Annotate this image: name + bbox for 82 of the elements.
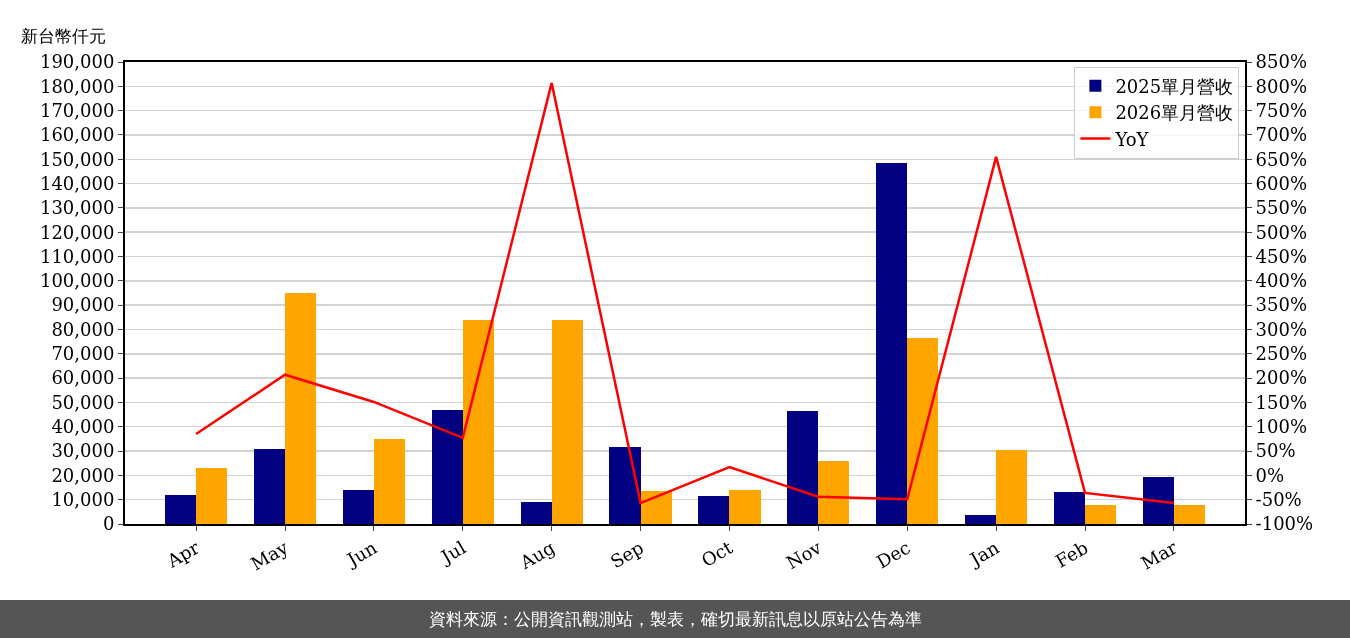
- y2-tick-label: 250%: [1255, 343, 1308, 365]
- y-tick-label: 120,000: [39, 221, 115, 243]
- y2-tick-label: 100%: [1255, 416, 1308, 438]
- bar: [876, 162, 908, 524]
- legend-label: 2026單月營收: [1115, 102, 1234, 124]
- bar: [551, 319, 583, 524]
- y-tick-label: 30,000: [51, 440, 115, 462]
- source-note: 資料來源：公開資訊觀測站，製表，確切最新訊息以原站公告為準: [0, 600, 1350, 638]
- bar: [373, 438, 405, 524]
- line-series: [194, 81, 1176, 505]
- y-tick-label: 80,000: [51, 318, 115, 340]
- bar: [640, 491, 672, 524]
- x-tick-label: Nov: [782, 536, 826, 574]
- y-tick-label: 40,000: [51, 416, 115, 438]
- bar: [285, 293, 317, 524]
- y-axis-title: 新台幣仟元: [21, 26, 106, 46]
- y2-tick-label: 0%: [1255, 464, 1285, 486]
- bar: [520, 502, 552, 524]
- y2-tick-label: 800%: [1255, 75, 1308, 97]
- y2-tick-label: 500%: [1255, 221, 1308, 243]
- y-tick-label: 0: [102, 513, 115, 535]
- bar: [253, 448, 285, 524]
- y-tick-label: 50,000: [51, 391, 115, 413]
- y-tick-label: 10,000: [51, 488, 115, 510]
- y2-tick-label: 150%: [1255, 391, 1308, 413]
- y-tick-label: 190,000: [39, 51, 115, 73]
- y2-tick-label: -100%: [1255, 513, 1314, 535]
- x-tick-label: Jun: [341, 536, 381, 572]
- y2-tick-label: 600%: [1255, 172, 1308, 194]
- bar: [1053, 492, 1085, 524]
- legend-label: 2025單月營收: [1115, 75, 1234, 97]
- x-tick-label: May: [246, 536, 293, 575]
- bar: [431, 409, 463, 524]
- x-tick-label: Aug: [515, 536, 559, 574]
- y2-tick-label: 750%: [1255, 99, 1308, 121]
- bar: [1142, 476, 1174, 524]
- y-tick-label: 70,000: [51, 343, 115, 365]
- y-tick-label: 170,000: [39, 99, 115, 121]
- y-tick-label: 60,000: [51, 367, 115, 389]
- y-tick-label: 180,000: [39, 75, 115, 97]
- bar: [196, 468, 228, 524]
- bar: [609, 447, 641, 524]
- bar: [1085, 504, 1117, 524]
- x-tick-label: Feb: [1051, 536, 1092, 572]
- bar: [907, 337, 939, 524]
- x-tick-label: Jul: [435, 536, 470, 569]
- y2-tick-label: 200%: [1255, 367, 1308, 389]
- bar: [698, 496, 730, 524]
- bar: [165, 494, 197, 524]
- x-tick-label: Sep: [606, 536, 648, 573]
- y-tick-label: 130,000: [39, 197, 115, 219]
- y-tick-label: 140,000: [39, 172, 115, 194]
- y-tick-label: 100,000: [39, 270, 115, 292]
- y-tick-label: 20,000: [51, 464, 115, 486]
- bar: [462, 319, 494, 524]
- bar: [965, 515, 997, 524]
- bar: [996, 449, 1028, 524]
- y2-tick-label: 450%: [1255, 245, 1308, 267]
- legend-label: YoY: [1114, 128, 1150, 150]
- bar: [1173, 504, 1205, 524]
- x-tick-label: Dec: [872, 536, 914, 573]
- x-tick-label: Mar: [1137, 536, 1181, 574]
- y-tick-label: 90,000: [51, 294, 115, 316]
- x-tick-label: Jan: [964, 536, 1003, 571]
- y2-tick-label: 650%: [1255, 148, 1308, 170]
- x-tick-label: Apr: [162, 536, 203, 572]
- y2-tick-label: 350%: [1255, 294, 1308, 316]
- y-tick-label: 110,000: [39, 245, 115, 267]
- y2-tick-label: 400%: [1255, 270, 1308, 292]
- bar: [729, 489, 761, 524]
- y2-tick-label: 850%: [1255, 51, 1308, 73]
- y2-tick-label: -50%: [1255, 488, 1302, 510]
- bar: [342, 489, 374, 524]
- x-tick-label: Oct: [697, 536, 737, 571]
- bar: [787, 410, 819, 524]
- y2-tick-label: 300%: [1255, 318, 1308, 340]
- y2-tick-label: 700%: [1255, 124, 1308, 146]
- y-tick-label: 160,000: [39, 124, 115, 146]
- y2-tick-label: 50%: [1255, 440, 1296, 462]
- bar: [818, 460, 850, 524]
- y2-tick-label: 550%: [1255, 197, 1308, 219]
- y-tick-label: 150,000: [39, 148, 115, 170]
